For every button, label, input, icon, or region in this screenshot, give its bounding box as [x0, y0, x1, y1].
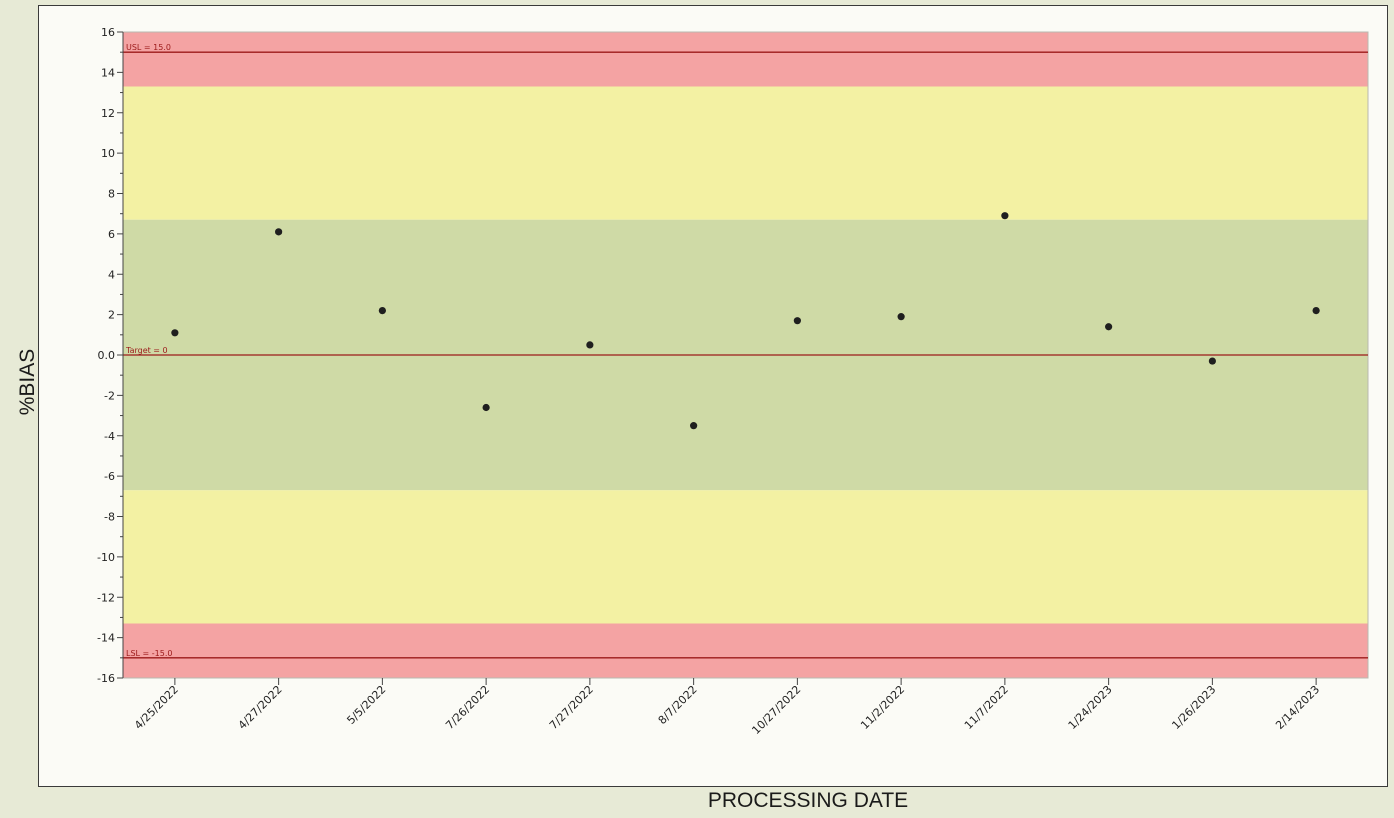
y-tick-label: -14 [97, 632, 115, 645]
x-tick-label: 2/14/2023 [1273, 683, 1322, 732]
data-points [171, 212, 1320, 430]
data-point [1208, 357, 1216, 365]
data-point [1105, 323, 1113, 331]
data-point [793, 317, 801, 325]
data-point [171, 329, 179, 337]
y-tick-label: -8 [104, 511, 115, 524]
y-tick-label: 6 [108, 228, 115, 241]
y-tick-label: 16 [101, 26, 115, 39]
data-point [482, 403, 490, 412]
data-point [690, 422, 698, 430]
zone-band-1 [123, 86, 1368, 220]
y-tick-label: 0.0 [98, 349, 116, 362]
y-tick-label: 10 [101, 147, 115, 160]
x-tick-label: 4/27/2022 [236, 683, 285, 732]
reference-line-label-0: USL = 15.0 [126, 43, 171, 52]
y-tick-label: -12 [97, 591, 115, 604]
x-tick-label: 11/2/2022 [858, 683, 907, 732]
x-axis: 4/25/2022 4/27/2022 5/5/2022 7/26/2022 7/27/… [132, 678, 1322, 737]
x-tick-label: 11/7/2022 [962, 683, 1011, 732]
x-tick-label: 8/7/2022 [656, 683, 700, 727]
y-tick-label: -16 [97, 672, 115, 685]
reference-line-label-2: LSL = -15.0 [126, 649, 172, 658]
zone-band-3 [123, 490, 1368, 624]
reference-lines: USL = 15.0 Target = 0 LSL = -15.0 [123, 43, 1368, 659]
x-tick-label: 10/27/2022 [749, 683, 803, 737]
zone-band-0 [123, 32, 1368, 87]
y-tick-label: -10 [97, 551, 115, 564]
y-tick-label: 4 [108, 268, 115, 281]
y-tick-label: -6 [104, 470, 115, 483]
data-point [1312, 306, 1320, 315]
reference-line-label-1: Target = 0 [125, 346, 168, 355]
x-tick-label: 1/24/2023 [1066, 683, 1115, 732]
x-tick-label: 4/25/2022 [132, 683, 181, 732]
y-tick-label: -2 [104, 389, 115, 402]
y-tick-label: 14 [101, 66, 115, 79]
data-point [1001, 212, 1009, 220]
y-axis-title: %BIAS [16, 348, 39, 416]
y-axis: 16 14 12 10 8 6 4 2 0.0 -2 -4 -6 -8 -10 -12 -14 -16 [97, 26, 124, 685]
x-tick-label: 7/26/2022 [443, 683, 492, 732]
x-tick-label: 7/27/2022 [547, 683, 596, 732]
data-point [586, 341, 594, 349]
y-tick-label: 12 [101, 107, 115, 120]
y-tick-label: 2 [108, 309, 115, 322]
data-point [897, 313, 905, 321]
x-axis-title: PROCESSING DATE [707, 789, 909, 812]
y-tick-label: 8 [108, 188, 115, 201]
zone-band-4 [123, 623, 1368, 678]
x-tick-label: 1/26/2023 [1169, 683, 1218, 732]
x-tick-label: 5/5/2022 [344, 683, 388, 727]
y-tick-label: -4 [104, 430, 115, 443]
data-point [275, 228, 283, 236]
data-point [378, 306, 386, 315]
